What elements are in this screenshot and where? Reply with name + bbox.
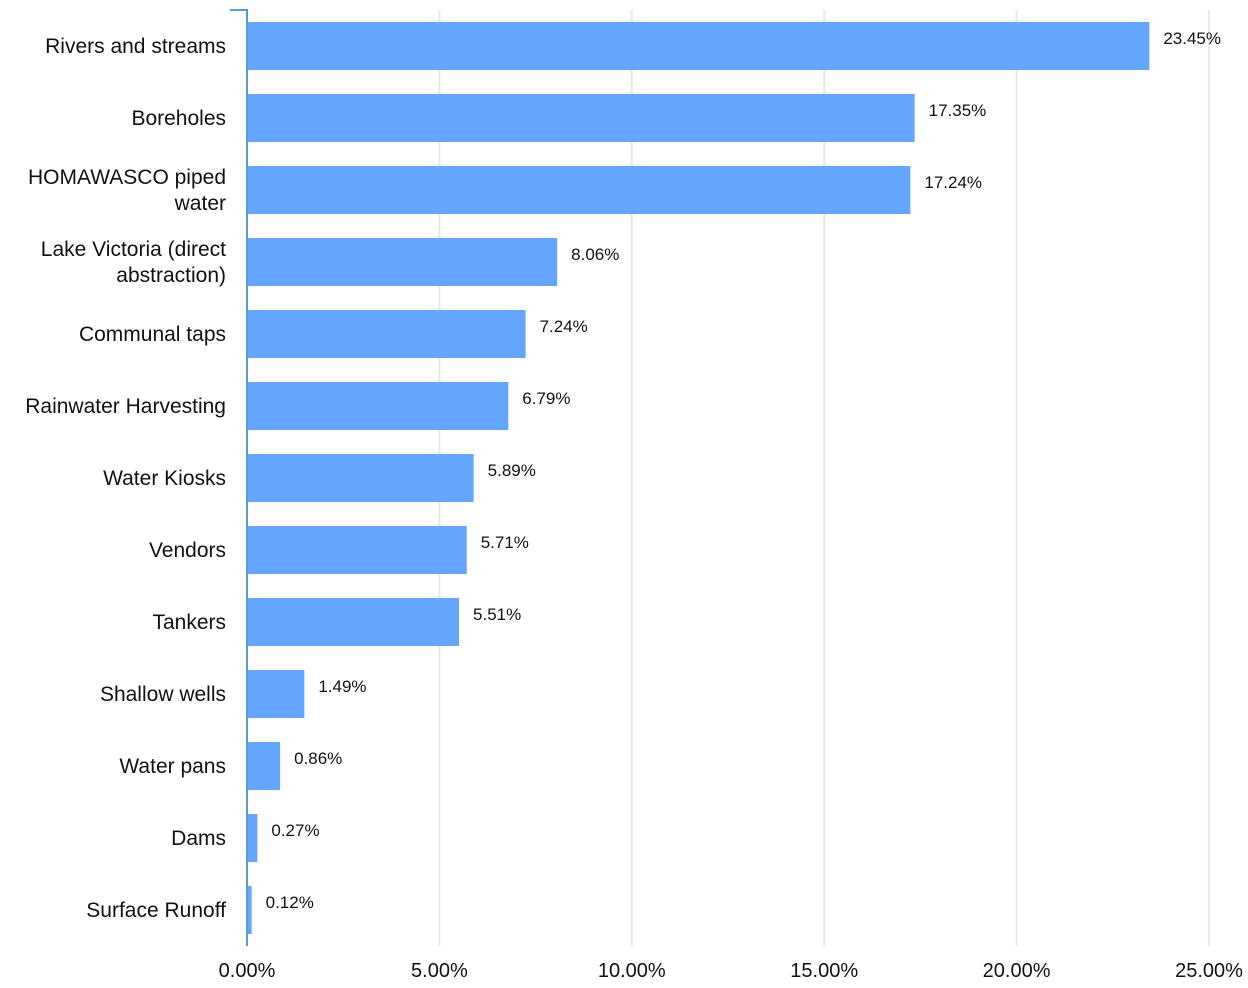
- category-label: Vendors: [149, 539, 226, 562]
- category-labels: Rivers and streams Boreholes HOMAWASCO pip…: [25, 35, 226, 922]
- value-label: 5.71%: [481, 533, 529, 552]
- value-label: 6.79%: [522, 389, 570, 408]
- category-label: Surface Runoff: [86, 899, 226, 922]
- x-tick-label: 15.00%: [790, 960, 858, 982]
- category-label: Dams: [171, 827, 226, 850]
- x-tick-label: 25.00%: [1175, 960, 1243, 982]
- y-axis: [230, 9, 248, 946]
- gridlines: [438, 10, 1210, 946]
- category-label: Shallow wells: [100, 683, 226, 706]
- category-label: Water pans: [119, 755, 226, 778]
- bar: [247, 22, 1150, 70]
- value-label: 5.51%: [473, 605, 521, 624]
- value-label: 8.06%: [571, 245, 619, 264]
- x-tick-label: 0.00%: [219, 960, 276, 982]
- bar: [247, 382, 509, 430]
- category-label: Rivers and streams: [45, 35, 226, 58]
- category-label: Rainwater Harvesting: [25, 395, 226, 418]
- value-label: 17.35%: [929, 101, 987, 120]
- value-label: 0.86%: [294, 749, 342, 768]
- value-label: 17.24%: [924, 173, 982, 192]
- bar: [247, 166, 911, 214]
- value-label: 0.12%: [266, 893, 314, 912]
- category-label: Tankers: [152, 611, 226, 634]
- x-tick-label: 10.00%: [598, 960, 666, 982]
- x-tick-label: 5.00%: [411, 960, 468, 982]
- value-label: 0.27%: [271, 821, 319, 840]
- bar: [247, 742, 281, 790]
- bar: [247, 310, 526, 358]
- category-label: Lake Victoria (direct abstraction): [41, 238, 226, 287]
- category-label: Communal taps: [79, 323, 226, 346]
- bar: [247, 598, 460, 646]
- bars: [247, 22, 1150, 934]
- bar: [247, 454, 474, 502]
- value-label: 23.45%: [1163, 29, 1221, 48]
- value-label: 7.24%: [540, 317, 588, 336]
- x-tick-label: 20.00%: [983, 960, 1051, 982]
- category-label: HOMAWASCO piped water: [28, 166, 226, 215]
- bar: [247, 94, 915, 142]
- bar: [247, 814, 258, 862]
- category-label: Boreholes: [131, 107, 226, 130]
- value-label: 1.49%: [318, 677, 366, 696]
- category-label: Water Kiosks: [103, 467, 226, 490]
- x-tick-labels: 0.00% 5.00% 10.00% 15.00% 20.00% 25.00%: [219, 960, 1243, 982]
- bar: [247, 886, 252, 934]
- bar: [247, 526, 467, 574]
- bar: [247, 238, 558, 286]
- value-labels: 23.45% 17.35% 17.24% 8.06% 7.24% 6.79% 5.89% 5.…: [266, 29, 1221, 912]
- value-label: 5.89%: [488, 461, 536, 480]
- bar: [247, 670, 305, 718]
